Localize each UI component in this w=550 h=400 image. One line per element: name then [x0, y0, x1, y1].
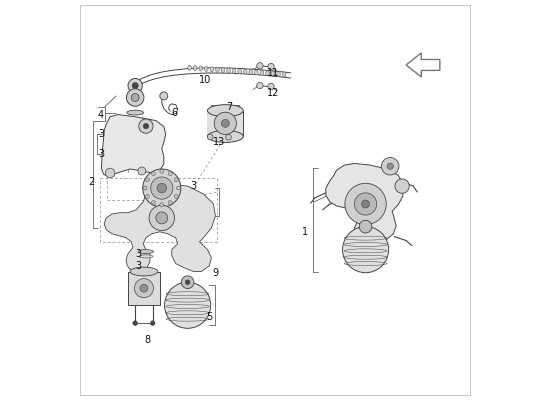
Circle shape [145, 178, 150, 182]
Ellipse shape [216, 67, 219, 72]
Circle shape [128, 78, 142, 93]
Circle shape [134, 279, 153, 298]
Text: 1: 1 [302, 227, 308, 237]
Circle shape [257, 82, 263, 89]
Circle shape [156, 212, 168, 224]
Ellipse shape [130, 267, 158, 276]
Text: 7: 7 [226, 102, 233, 112]
Ellipse shape [221, 68, 225, 73]
Text: 3: 3 [135, 249, 141, 259]
Ellipse shape [282, 72, 286, 77]
Circle shape [145, 194, 150, 198]
Circle shape [160, 203, 164, 207]
Circle shape [182, 276, 194, 288]
Ellipse shape [205, 66, 208, 72]
Text: 3: 3 [98, 149, 104, 159]
Circle shape [106, 168, 115, 178]
Ellipse shape [139, 255, 153, 258]
Text: 3: 3 [190, 181, 197, 191]
Circle shape [143, 186, 147, 190]
Circle shape [343, 227, 389, 273]
Circle shape [387, 163, 393, 170]
Text: 13: 13 [213, 138, 226, 148]
Circle shape [207, 134, 213, 140]
Ellipse shape [277, 72, 280, 77]
Text: 12: 12 [267, 88, 279, 98]
Ellipse shape [227, 68, 230, 73]
Circle shape [164, 282, 211, 328]
Text: 4: 4 [98, 110, 104, 120]
Ellipse shape [127, 110, 144, 115]
Text: 3: 3 [98, 130, 104, 140]
Circle shape [138, 167, 146, 175]
Circle shape [168, 172, 172, 176]
Text: 11: 11 [267, 68, 279, 78]
Text: 3: 3 [135, 260, 141, 270]
Circle shape [221, 119, 229, 127]
Circle shape [354, 193, 377, 215]
Circle shape [345, 183, 386, 225]
Polygon shape [326, 164, 403, 242]
Circle shape [151, 200, 156, 204]
Circle shape [160, 92, 168, 100]
Circle shape [395, 179, 409, 193]
Ellipse shape [255, 70, 258, 75]
Text: 9: 9 [212, 268, 218, 278]
Ellipse shape [271, 71, 275, 76]
Ellipse shape [238, 69, 241, 74]
Circle shape [149, 205, 174, 230]
Circle shape [214, 112, 236, 134]
Circle shape [268, 83, 274, 90]
Text: 8: 8 [144, 335, 150, 345]
Ellipse shape [260, 70, 263, 76]
Circle shape [140, 284, 148, 292]
Ellipse shape [207, 105, 243, 116]
Ellipse shape [207, 130, 243, 142]
Ellipse shape [266, 71, 270, 76]
Ellipse shape [188, 65, 191, 70]
Circle shape [126, 89, 144, 106]
Circle shape [160, 170, 164, 173]
Circle shape [143, 123, 148, 129]
Text: 6: 6 [172, 108, 178, 118]
Circle shape [359, 220, 372, 233]
Ellipse shape [139, 250, 153, 254]
Ellipse shape [210, 67, 213, 72]
Circle shape [150, 321, 155, 326]
Circle shape [151, 172, 156, 176]
Circle shape [132, 82, 139, 89]
Circle shape [226, 134, 232, 140]
Circle shape [157, 183, 167, 193]
Circle shape [382, 158, 399, 175]
Ellipse shape [232, 68, 236, 74]
Circle shape [361, 200, 370, 208]
Circle shape [185, 280, 190, 285]
Circle shape [139, 119, 153, 133]
Bar [128, 272, 160, 305]
Circle shape [151, 177, 173, 199]
Circle shape [257, 62, 263, 69]
Ellipse shape [244, 69, 247, 74]
Bar [207, 111, 243, 136]
Circle shape [133, 321, 138, 326]
Circle shape [168, 200, 172, 204]
Ellipse shape [249, 70, 252, 75]
Circle shape [177, 186, 180, 190]
Circle shape [174, 194, 178, 198]
Text: 2: 2 [89, 177, 95, 187]
Polygon shape [101, 114, 166, 176]
Polygon shape [104, 184, 216, 272]
Circle shape [174, 178, 178, 182]
Circle shape [143, 169, 181, 207]
Text: 10: 10 [199, 75, 212, 85]
Circle shape [131, 94, 139, 102]
Text: 5: 5 [206, 312, 213, 322]
Ellipse shape [194, 66, 197, 71]
Ellipse shape [199, 66, 202, 71]
Circle shape [268, 63, 274, 70]
